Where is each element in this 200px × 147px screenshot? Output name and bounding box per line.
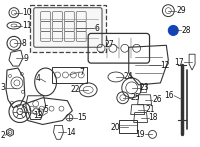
Text: 27: 27 [104, 40, 114, 49]
Text: 14: 14 [66, 128, 76, 137]
Text: 6: 6 [94, 24, 99, 33]
Text: 7: 7 [79, 67, 84, 77]
Text: 11: 11 [22, 21, 31, 30]
Text: 8: 8 [22, 39, 27, 48]
Text: 15: 15 [77, 113, 87, 122]
Bar [119, 120, 137, 133]
Text: 9: 9 [24, 54, 29, 63]
Text: 5: 5 [44, 105, 49, 114]
Text: 26: 26 [152, 95, 162, 104]
Text: 12: 12 [160, 61, 170, 70]
Text: 28: 28 [181, 26, 191, 35]
Text: 18: 18 [149, 113, 158, 122]
Bar [140, 84, 146, 92]
Text: 17: 17 [175, 58, 184, 67]
Text: 25: 25 [131, 93, 140, 102]
Text: 29: 29 [176, 6, 186, 15]
Circle shape [168, 25, 178, 35]
Bar [30, 5, 106, 52]
Text: 4: 4 [36, 74, 41, 83]
Text: 13: 13 [33, 111, 43, 120]
Text: 2: 2 [0, 131, 5, 140]
Text: 19: 19 [135, 130, 145, 139]
Text: 1: 1 [36, 109, 40, 118]
Text: 10: 10 [22, 8, 31, 17]
Text: 22: 22 [71, 85, 80, 94]
Text: 20: 20 [110, 123, 120, 132]
Text: 21: 21 [146, 105, 155, 114]
Text: 24: 24 [124, 72, 133, 81]
Text: 23: 23 [140, 83, 149, 92]
Text: 16: 16 [165, 91, 174, 100]
Text: 3: 3 [0, 83, 5, 92]
